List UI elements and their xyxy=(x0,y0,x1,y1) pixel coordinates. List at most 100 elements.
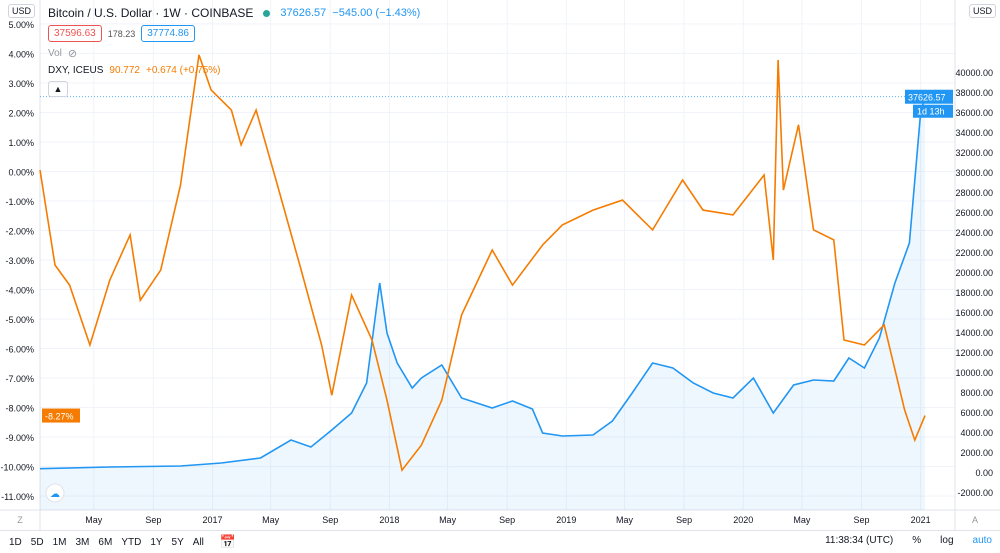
chart-legend: Bitcoin / U.S. Dollar · 1W · COINBASE 37… xyxy=(48,6,420,97)
left-axis-tick: -11.00% xyxy=(1,492,34,502)
zoom-reset-button[interactable]: Z xyxy=(17,515,23,525)
countdown-label: 1d 13h xyxy=(917,107,945,117)
spread-value: 178.23 xyxy=(107,28,136,39)
left-axis-tick: -2.00% xyxy=(5,227,34,237)
range-button-3m[interactable]: 3M xyxy=(75,536,90,548)
x-axis-tick: 2018 xyxy=(379,515,399,525)
dxy-value-label: -8.27% xyxy=(45,412,74,422)
range-button-6m[interactable]: 6M xyxy=(98,536,113,548)
left-axis-tick: 2.00% xyxy=(8,108,34,118)
left-axis-tick: -9.00% xyxy=(5,433,34,443)
right-axis-tick: 28000.00 xyxy=(955,188,993,198)
right-axis-tick: 40000.00 xyxy=(955,68,993,78)
left-axis-tick: -4.00% xyxy=(5,286,34,296)
compare-change: +0.674 (+0.75%) xyxy=(145,65,221,76)
symbol-title[interactable]: Bitcoin / U.S. Dollar · 1W · COINBASE xyxy=(48,6,254,20)
left-currency-badge[interactable]: USD xyxy=(8,4,36,18)
goto-date-icon[interactable]: 📅 xyxy=(219,534,237,549)
chart-canvas[interactable]: 5.00% 4.00% 3.00% 2.00% 1.00% 0.00% -1.00% -2.0… xyxy=(0,0,1000,530)
volume-label: Vol xyxy=(48,48,62,59)
left-axis-tick: -3.00% xyxy=(5,256,34,266)
right-axis-tick: 18000.00 xyxy=(955,288,993,298)
left-axis-tick: -6.00% xyxy=(5,345,34,355)
dxy-line xyxy=(39,54,926,473)
right-axis-tick: 6000.00 xyxy=(960,408,993,418)
countdown-badge xyxy=(913,104,953,118)
ask-button[interactable]: 37774.86 xyxy=(141,25,195,42)
range-button-1y[interactable]: 1Y xyxy=(150,536,163,548)
x-axis-tick: Sep xyxy=(322,515,338,525)
x-axis-tick: Sep xyxy=(676,515,692,525)
x-axis-tick: Sep xyxy=(853,515,869,525)
log-toggle[interactable]: log xyxy=(940,535,954,546)
right-axis-tick: 22000.00 xyxy=(955,248,993,258)
left-axis-tick: -8.00% xyxy=(5,404,34,414)
left-axis-tick: 5.00% xyxy=(8,20,34,30)
right-axis-tick: 20000.00 xyxy=(955,268,993,278)
right-axis-tick: 16000.00 xyxy=(955,308,993,318)
right-axis-tick: 32000.00 xyxy=(955,148,993,158)
right-axis-tick: 30000.00 xyxy=(955,168,993,178)
x-axis-tick: May xyxy=(262,515,280,525)
left-axis-tick: 4.00% xyxy=(8,49,34,59)
range-button-ytd[interactable]: YTD xyxy=(121,536,142,548)
x-axis-tick: May xyxy=(85,515,103,525)
right-axis-tick: 2000.00 xyxy=(960,448,993,458)
btc-area-fill xyxy=(40,96,925,510)
market-status-icon xyxy=(263,9,271,17)
dxy-value-badge xyxy=(42,408,80,423)
right-axis-tick: 38000.00 xyxy=(955,88,993,98)
auto-toggle[interactable]: auto xyxy=(972,535,992,546)
right-axis-tick: 14000.00 xyxy=(955,328,993,338)
x-axis-tick: 2020 xyxy=(733,515,753,525)
right-axis-tick: 4000.00 xyxy=(960,428,993,438)
x-axis-tick: 2019 xyxy=(556,515,576,525)
last-price-label: 37626.57 xyxy=(908,93,946,103)
collapse-legend-button[interactable]: ▲ xyxy=(48,81,68,97)
cloud-logo-icon: ☁ xyxy=(50,489,60,500)
range-button-5y[interactable]: 5Y xyxy=(171,536,184,548)
left-axis-tick: 0.00% xyxy=(8,167,34,177)
percent-toggle[interactable]: % xyxy=(912,535,922,546)
right-axis-tick: 24000.00 xyxy=(955,228,993,238)
compare-value: 90.772 xyxy=(109,65,140,76)
tradingview-logo xyxy=(45,483,65,503)
chevron-up-icon: ▲ xyxy=(53,84,63,94)
right-axis-tick: -2000.00 xyxy=(957,488,993,498)
bottom-toolbar: 1D 5D 1M 3M 6M YTD 1Y 5Y All 📅 11:38:34 (UTC) % … xyxy=(0,530,1000,553)
right-axis-tick: 0.00 xyxy=(975,468,993,478)
right-axis-tick: 10000.00 xyxy=(955,368,993,378)
bid-button[interactable]: 37596.63 xyxy=(48,25,102,42)
right-axis-tick: 36000.00 xyxy=(955,108,993,118)
right-axis-tick: 34000.00 xyxy=(955,128,993,138)
x-axis-tick: 2021 xyxy=(911,515,931,525)
price-change: −545.00 (−1.43%) xyxy=(332,7,421,19)
range-button-all[interactable]: All xyxy=(192,536,204,548)
plot-area xyxy=(40,0,955,510)
right-axis-tick: 12000.00 xyxy=(955,348,993,358)
left-axis-tick: 1.00% xyxy=(8,138,34,148)
right-axis-tick: 26000.00 xyxy=(955,208,993,218)
range-button-1m[interactable]: 1M xyxy=(52,536,67,548)
btc-price-line xyxy=(39,96,926,470)
x-axis-tick: Sep xyxy=(499,515,515,525)
auto-scale-button[interactable]: A xyxy=(972,515,978,525)
compare-symbol[interactable]: DXY, ICEUS xyxy=(48,65,104,76)
range-button-1d[interactable]: 1D xyxy=(9,536,22,548)
right-currency-badge[interactable]: USD xyxy=(969,4,997,18)
x-axis-tick: Sep xyxy=(145,515,161,525)
eye-hidden-icon[interactable]: ⊘ xyxy=(67,48,78,60)
left-axis-tick: -7.00% xyxy=(5,374,34,384)
left-axis-tick: -5.00% xyxy=(5,315,34,325)
left-axis-tick: -1.00% xyxy=(5,197,34,207)
last-price: 37626.57 xyxy=(280,7,327,19)
left-axis-tick: 3.00% xyxy=(8,79,34,89)
x-axis-tick: May xyxy=(439,515,457,525)
clock[interactable]: 11:38:34 (UTC) xyxy=(825,535,894,546)
x-axis-tick: May xyxy=(793,515,811,525)
last-price-badge xyxy=(905,89,953,104)
left-axis-tick: -10.00% xyxy=(0,463,34,473)
range-button-5d[interactable]: 5D xyxy=(30,536,44,548)
x-axis-tick: May xyxy=(616,515,634,525)
right-axis-tick: 8000.00 xyxy=(960,388,993,398)
